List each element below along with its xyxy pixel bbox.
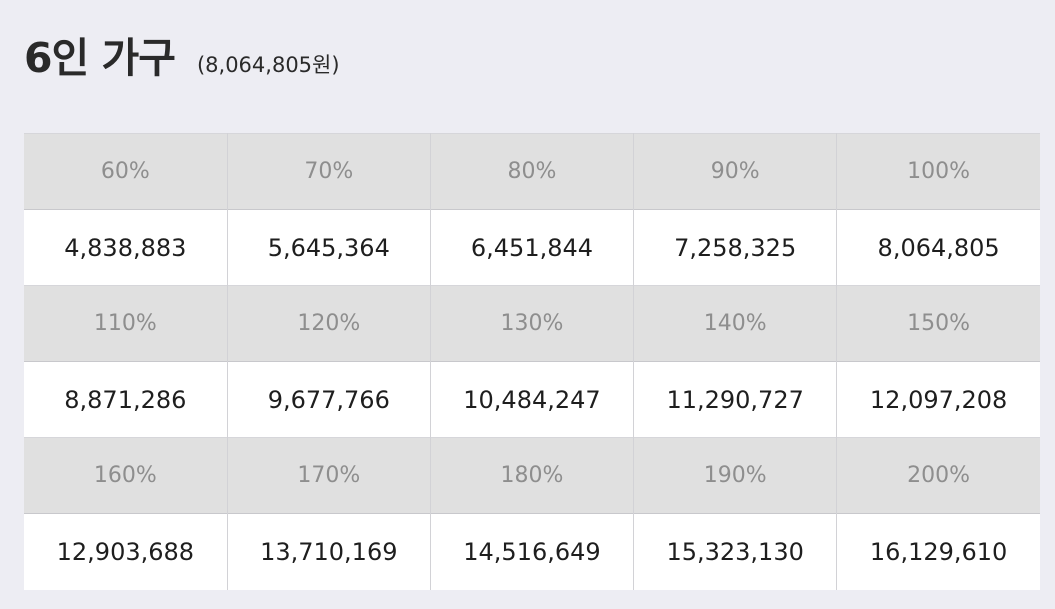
value-row: 4,838,883 5,645,364 6,451,844 7,258,325 … — [24, 209, 1040, 286]
value-row: 8,871,286 9,677,766 10,484,247 11,290,72… — [24, 361, 1040, 438]
value-cell: 11,290,727 — [633, 361, 837, 438]
value-cell: 9,677,766 — [226, 361, 431, 438]
value-cell: 15,323,130 — [633, 513, 837, 590]
percent-cell: 110% — [24, 285, 228, 362]
value-cell: 13,710,169 — [226, 513, 431, 590]
value-cell: 5,645,364 — [226, 209, 431, 286]
percent-row: 160% 170% 180% 190% 200% — [24, 437, 1040, 514]
value-cell: 16,129,610 — [836, 513, 1040, 590]
value-cell: 4,838,883 — [24, 209, 228, 286]
value-cell: 12,903,688 — [24, 513, 228, 590]
value-cell: 8,871,286 — [24, 361, 228, 438]
value-cell: 7,258,325 — [633, 209, 837, 286]
value-row: 12,903,688 13,710,169 14,516,649 15,323,… — [24, 513, 1040, 590]
percent-cell: 150% — [836, 285, 1040, 362]
percent-cell: 200% — [836, 437, 1040, 514]
percent-cell: 130% — [429, 285, 634, 362]
value-cell: 6,451,844 — [429, 209, 634, 286]
income-table: 60% 70% 80% 90% 100% 4,838,883 5,645,364… — [24, 133, 1040, 590]
percent-cell: 190% — [633, 437, 837, 514]
percent-cell: 160% — [24, 437, 228, 514]
page-header: 6인 가구 (8,064,805원) — [24, 24, 340, 82]
value-cell: 8,064,805 — [836, 209, 1040, 286]
value-cell: 10,484,247 — [429, 361, 634, 438]
percent-cell: 90% — [633, 133, 837, 210]
value-cell: 14,516,649 — [429, 513, 634, 590]
percent-cell: 120% — [226, 285, 431, 362]
percent-cell: 170% — [226, 437, 431, 514]
percent-cell: 80% — [429, 133, 634, 210]
percent-cell: 100% — [836, 133, 1040, 210]
percent-cell: 180% — [429, 437, 634, 514]
value-cell: 12,097,208 — [836, 361, 1040, 438]
percent-row: 60% 70% 80% 90% 100% — [24, 133, 1040, 210]
percent-row: 110% 120% 130% 140% 150% — [24, 285, 1040, 362]
page-title: 6인 가구 — [24, 34, 176, 82]
percent-cell: 140% — [633, 285, 837, 362]
percent-cell: 60% — [24, 133, 228, 210]
page-subtitle: (8,064,805원) — [196, 53, 340, 77]
percent-cell: 70% — [226, 133, 431, 210]
